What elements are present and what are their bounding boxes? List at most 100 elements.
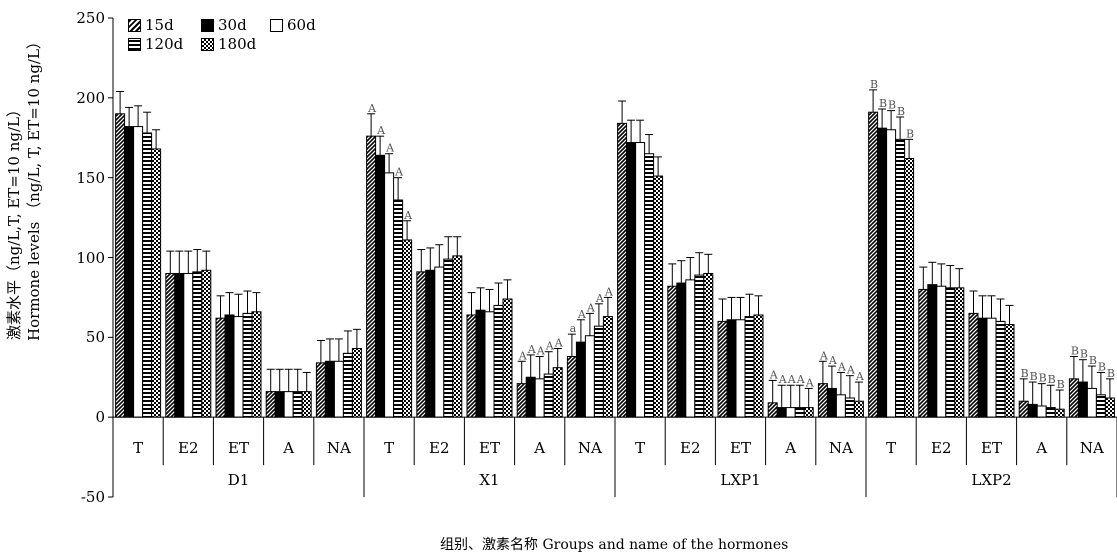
group-label: LXP2 bbox=[971, 471, 1012, 490]
group-label: LXP1 bbox=[720, 471, 761, 490]
bar bbox=[324, 360, 335, 418]
significance-label: B bbox=[1048, 373, 1056, 386]
legend-label-60d: 60d bbox=[287, 16, 316, 34]
significance-label: A bbox=[805, 376, 815, 389]
significance-label: B bbox=[897, 105, 905, 118]
bar bbox=[502, 298, 513, 418]
bar bbox=[918, 288, 929, 418]
bar bbox=[794, 407, 805, 418]
bar bbox=[1018, 400, 1029, 418]
bar bbox=[133, 126, 144, 418]
hormone-label: ET bbox=[228, 439, 249, 458]
hormone-label: E2 bbox=[429, 439, 450, 458]
bar bbox=[333, 360, 344, 418]
hormone-label: ET bbox=[981, 439, 1002, 458]
significance-label: A bbox=[527, 343, 537, 356]
bar bbox=[566, 355, 577, 418]
bar bbox=[452, 255, 463, 418]
bar bbox=[393, 199, 404, 418]
significance-label: A bbox=[394, 166, 404, 179]
significance-label: B bbox=[1057, 378, 1065, 391]
bar bbox=[895, 138, 906, 418]
bar bbox=[215, 317, 226, 418]
bar bbox=[968, 312, 979, 418]
bar bbox=[525, 376, 536, 418]
bar bbox=[384, 172, 395, 418]
legend-item-60d: 60d bbox=[270, 18, 316, 33]
bar bbox=[1104, 397, 1115, 418]
bar bbox=[301, 391, 312, 418]
significance-label: A bbox=[385, 142, 395, 155]
bar bbox=[1077, 381, 1088, 418]
bar bbox=[835, 394, 846, 418]
hormone-label: A bbox=[1036, 439, 1048, 458]
bar bbox=[593, 325, 604, 418]
hormone-label: NA bbox=[577, 439, 602, 458]
bar bbox=[165, 272, 176, 418]
bar bbox=[366, 135, 377, 418]
legend-label-180d: 180d bbox=[218, 35, 257, 53]
significance-label: A bbox=[518, 349, 528, 362]
bar bbox=[676, 282, 687, 418]
y-tick-label: 50 bbox=[85, 328, 105, 347]
hormone-label: T bbox=[886, 439, 897, 458]
bar bbox=[753, 314, 764, 418]
bar bbox=[224, 314, 235, 418]
bar bbox=[543, 373, 554, 418]
hormone-label: E2 bbox=[931, 439, 952, 458]
hormone-label: E2 bbox=[178, 439, 199, 458]
significance-label: a bbox=[570, 322, 577, 335]
hormone-label: NA bbox=[1079, 439, 1104, 458]
significance-label: A bbox=[376, 124, 386, 137]
bar bbox=[635, 142, 646, 418]
bar bbox=[1027, 403, 1038, 418]
bar bbox=[886, 129, 897, 418]
bar bbox=[493, 304, 504, 418]
group-label: X1 bbox=[479, 471, 500, 490]
significance-label: A bbox=[787, 373, 797, 386]
y-tick-label: 200 bbox=[76, 88, 105, 107]
y-tick-label: 100 bbox=[76, 248, 105, 267]
significance-label: B bbox=[1039, 372, 1047, 385]
bar bbox=[685, 279, 696, 418]
significance-label: A bbox=[545, 340, 555, 353]
bar bbox=[853, 400, 864, 418]
significance-label: B bbox=[1098, 360, 1106, 373]
bar bbox=[1095, 394, 1106, 418]
significance-label: A bbox=[577, 308, 587, 321]
bar bbox=[1054, 408, 1065, 418]
bar bbox=[954, 287, 965, 418]
bar bbox=[142, 132, 153, 418]
significance-label: B bbox=[888, 99, 896, 112]
bar bbox=[151, 148, 162, 418]
significance-label: B bbox=[879, 97, 887, 110]
bar bbox=[667, 285, 678, 418]
bar bbox=[201, 269, 212, 418]
hormone-label: NA bbox=[326, 439, 351, 458]
bar bbox=[516, 383, 527, 418]
bar bbox=[351, 348, 362, 418]
bar bbox=[1036, 405, 1047, 418]
legend-swatch-120d bbox=[128, 38, 141, 51]
bar bbox=[717, 320, 728, 418]
significance-label: A bbox=[796, 373, 806, 386]
bar bbox=[995, 320, 1006, 418]
bar bbox=[375, 154, 386, 418]
y-tick-label: 250 bbox=[76, 9, 105, 27]
bar bbox=[644, 153, 655, 418]
significance-label: B bbox=[870, 78, 878, 91]
significance-label: B bbox=[1071, 344, 1079, 357]
hormone-label: NA bbox=[828, 439, 853, 458]
bar bbox=[726, 319, 737, 418]
bar bbox=[904, 158, 915, 418]
bar bbox=[602, 316, 613, 418]
significance-label: A bbox=[837, 360, 847, 373]
bar bbox=[617, 122, 628, 418]
bar bbox=[653, 175, 664, 418]
significance-label: A bbox=[828, 354, 838, 367]
legend-swatch-180d bbox=[201, 38, 214, 51]
significance-label: B bbox=[1080, 348, 1088, 361]
bar bbox=[466, 314, 477, 418]
significance-label: A bbox=[855, 370, 865, 383]
bar bbox=[115, 113, 126, 418]
